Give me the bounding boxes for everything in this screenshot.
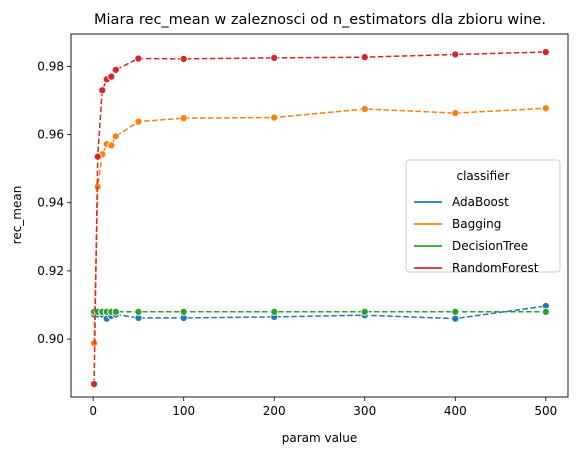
data-point-bagging [451, 109, 460, 118]
data-point-decisiontree [270, 307, 279, 316]
plot-frame [70, 33, 569, 398]
data-point-adaboost [451, 314, 460, 323]
x-tick-label: 100 [172, 404, 195, 418]
legend-entry-label: RandomForest [452, 261, 539, 275]
data-point-bagging [270, 113, 279, 122]
y-axis: 0.90 0.92 0.94 0.96 0.98 [37, 59, 71, 346]
legend-entry-label: Bagging [452, 217, 501, 231]
data-point-randomforest [179, 54, 188, 63]
plot-area [90, 48, 550, 389]
data-point-randomforest [270, 53, 279, 62]
x-tick-label: 500 [534, 404, 557, 418]
legend-entry-label: AdaBoost [452, 195, 509, 209]
x-axis: 0 100 200 300 400 500 [89, 397, 557, 418]
data-point-bagging [134, 117, 143, 126]
legend-entry-label: DecisionTree [452, 239, 528, 253]
x-tick-label: 400 [444, 404, 467, 418]
y-tick-label: 0.92 [37, 264, 64, 278]
x-tick-label: 300 [353, 404, 376, 418]
chart-title: Miara rec_mean w zaleznosci od n_estimat… [94, 12, 546, 28]
y-tick-label: 0.98 [37, 59, 64, 73]
data-point-randomforest [98, 86, 107, 95]
x-axis-label: param value [282, 431, 358, 445]
data-point-bagging [360, 104, 369, 114]
legend-box [405, 159, 561, 273]
data-point-decisiontree [134, 307, 143, 316]
y-tick-label: 0.90 [37, 332, 64, 346]
y-tick-label: 0.96 [37, 128, 64, 142]
data-point-randomforest [360, 53, 369, 62]
y-tick-label: 0.94 [37, 196, 64, 210]
series-line-adaboost [94, 305, 546, 320]
x-tick-label: 0 [89, 404, 97, 418]
data-point-randomforest [111, 65, 120, 74]
data-point-randomforest [541, 48, 550, 57]
data-point-decisiontree [360, 307, 369, 316]
data-point-randomforest [90, 379, 99, 389]
data-point-decisiontree [451, 307, 460, 316]
data-point-decisiontree [179, 307, 188, 316]
data-point-randomforest [451, 50, 460, 59]
data-point-randomforest [134, 54, 143, 63]
data-point-randomforest [107, 72, 116, 81]
x-tick-label: 200 [263, 404, 286, 418]
data-point-bagging [111, 132, 120, 141]
legend: classifier AdaBoost Bagging DecisionTree Ran… [405, 159, 561, 275]
series-line-bagging [93, 107, 546, 344]
series-line-randomforest [93, 51, 546, 385]
data-point-bagging [179, 114, 188, 123]
y-axis-label: rec_mean [10, 186, 24, 245]
data-point-bagging [107, 141, 116, 150]
data-point-bagging [541, 104, 550, 113]
legend-title: classifier [457, 169, 510, 183]
data-point-randomforest [93, 152, 102, 161]
data-point-decisiontree [541, 307, 550, 316]
data-point-decisiontree [111, 307, 120, 316]
